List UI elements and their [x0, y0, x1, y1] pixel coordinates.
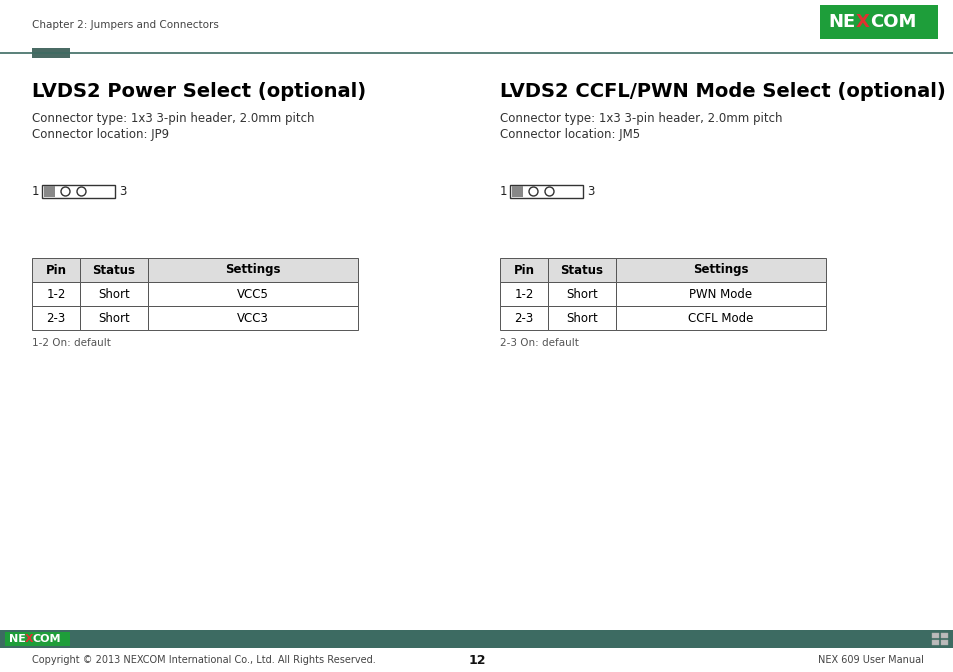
Bar: [5, 632, 70, 646]
Text: Status: Status: [92, 263, 135, 276]
Bar: [499, 306, 547, 330]
Text: 2-3 On: default: 2-3 On: default: [499, 338, 578, 348]
Text: VCC3: VCC3: [236, 312, 269, 325]
Text: LVDS2 Power Select (optional): LVDS2 Power Select (optional): [32, 82, 366, 101]
Text: Connector type: 1x3 3-pin header, 2.0mm pitch: Connector type: 1x3 3-pin header, 2.0mm …: [499, 112, 781, 125]
Bar: [148, 258, 357, 282]
Bar: [499, 258, 547, 282]
Bar: [44, 186, 55, 197]
Text: CCFL Mode: CCFL Mode: [688, 312, 753, 325]
Bar: [148, 306, 357, 330]
Text: Connector location: JM5: Connector location: JM5: [499, 128, 639, 141]
Text: VCC5: VCC5: [236, 288, 269, 300]
Text: NE: NE: [9, 634, 26, 644]
Bar: [0, 648, 953, 672]
Bar: [0, 630, 953, 648]
Text: Copyright © 2013 NEXCOM International Co., Ltd. All Rights Reserved.: Copyright © 2013 NEXCOM International Co…: [32, 655, 375, 665]
Text: 2-3: 2-3: [514, 312, 533, 325]
Text: X: X: [855, 13, 869, 31]
Bar: [32, 48, 70, 58]
Text: 1-2: 1-2: [514, 288, 533, 300]
Circle shape: [77, 187, 86, 196]
Bar: [931, 640, 938, 645]
Text: 3: 3: [119, 185, 126, 198]
Text: Settings: Settings: [693, 263, 748, 276]
Bar: [32, 306, 80, 330]
Bar: [32, 258, 80, 282]
Bar: [512, 186, 522, 197]
Text: PWN Mode: PWN Mode: [689, 288, 752, 300]
Text: 12: 12: [468, 653, 485, 667]
Bar: [148, 282, 357, 306]
Text: X: X: [25, 634, 33, 644]
Text: 1-2: 1-2: [47, 288, 66, 300]
Bar: [940, 633, 947, 638]
Bar: [940, 640, 947, 645]
Bar: [80, 258, 148, 282]
Text: Pin: Pin: [513, 263, 534, 276]
Text: NE: NE: [827, 13, 854, 31]
Circle shape: [544, 187, 554, 196]
Bar: [42, 185, 115, 198]
Bar: [80, 306, 148, 330]
Text: LVDS2 CCFL/PWN Mode Select (optional): LVDS2 CCFL/PWN Mode Select (optional): [499, 82, 944, 101]
Text: Chapter 2: Jumpers and Connectors: Chapter 2: Jumpers and Connectors: [32, 20, 218, 30]
Bar: [510, 185, 582, 198]
Text: Connector location: JP9: Connector location: JP9: [32, 128, 169, 141]
Text: Connector type: 1x3 3-pin header, 2.0mm pitch: Connector type: 1x3 3-pin header, 2.0mm …: [32, 112, 314, 125]
Text: Short: Short: [565, 312, 598, 325]
Bar: [32, 282, 80, 306]
Bar: [616, 258, 825, 282]
Bar: [616, 306, 825, 330]
Text: 2-3: 2-3: [47, 312, 66, 325]
Text: 1: 1: [32, 185, 39, 198]
Text: Pin: Pin: [46, 263, 67, 276]
Bar: [547, 258, 616, 282]
Bar: [820, 5, 937, 39]
Text: COM: COM: [869, 13, 916, 31]
Text: Settings: Settings: [225, 263, 280, 276]
Circle shape: [529, 187, 537, 196]
Text: 1: 1: [499, 185, 507, 198]
Bar: [616, 282, 825, 306]
Text: 1-2 On: default: 1-2 On: default: [32, 338, 111, 348]
Bar: [499, 282, 547, 306]
Text: Short: Short: [98, 288, 130, 300]
Bar: [547, 282, 616, 306]
Bar: [547, 306, 616, 330]
Text: NEX 609 User Manual: NEX 609 User Manual: [818, 655, 923, 665]
Circle shape: [61, 187, 70, 196]
Text: COM: COM: [33, 634, 61, 644]
Bar: [931, 633, 938, 638]
Text: Short: Short: [565, 288, 598, 300]
Text: Short: Short: [98, 312, 130, 325]
Bar: [80, 282, 148, 306]
Text: 3: 3: [586, 185, 594, 198]
Text: Status: Status: [560, 263, 603, 276]
